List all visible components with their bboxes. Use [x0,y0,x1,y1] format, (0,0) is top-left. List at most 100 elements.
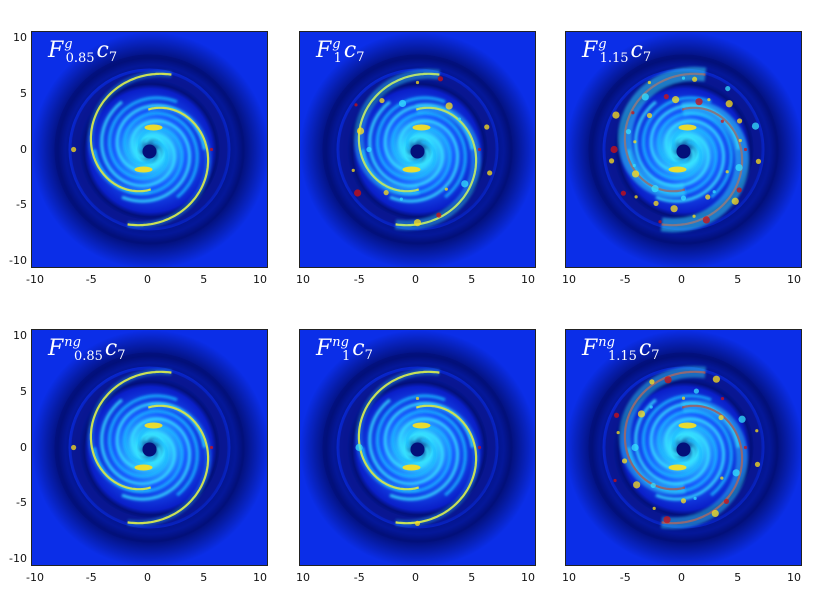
vortex-eye [410,144,425,159]
label-superscript: g [598,37,607,52]
x-tick-label: 10 [562,273,576,286]
label-factor-subscript: 7 [356,50,365,65]
label-symbol: F [48,336,64,361]
spiral-arm-glow [87,70,172,195]
instability-blobs [351,76,493,227]
label-factor: c [343,38,357,63]
heatmap-plot: Fng0.85c7 [31,329,268,566]
label-symbol: F [316,38,332,63]
label-superscript: ng [598,335,615,350]
x-tick-label: 10 [253,273,267,286]
inner-swirl [93,96,206,203]
panel-label: Fg1.15c7 [582,38,651,65]
heatmap-plot: Fng1.15c7 [565,329,802,566]
vortex-field [300,32,535,267]
x-tick-label: 5 [200,571,208,584]
x-tick-label: 5 [468,273,476,286]
heatmap-plot: Fg1.15c7 [565,31,802,268]
x-tick-label: 10 [521,273,535,286]
vortex-field [300,330,535,565]
outer-ring [322,352,513,543]
heatmap-plot: Fg1c7 [299,31,536,268]
x-tick-label: 0 [678,571,685,584]
panel-label: Fng1.15c7 [582,336,660,363]
x-tick-label: 0 [144,571,151,584]
x-tick-label: -5 [619,571,631,584]
y-tick-label: 10 [13,31,27,44]
hotspot [412,124,431,131]
label-factor: c [352,336,365,361]
y-tick-label: 5 [20,86,27,100]
hotspot [402,166,421,173]
heatmap-plot: Fng1c7 [299,329,536,566]
outer-ring [322,54,513,245]
y-tick-label: -10 [9,254,27,267]
instability-blobs [71,146,214,153]
label-factor: c [630,38,643,63]
hotspot [144,124,163,131]
heatmap-plot: Fg0.85c7 [31,31,268,268]
spiral-arm-glow [395,402,480,527]
label-factor-subscript: 7 [364,348,373,363]
x-tick-label: 5 [468,571,476,584]
vortex-eye [142,144,157,159]
label-superscript: g [332,37,341,52]
spiral-arm-glow [353,68,440,197]
y-tick-label: -10 [9,552,27,565]
instability-blobs [608,76,762,224]
y-tick-label: -5 [16,496,27,510]
y-tick-label: 10 [13,329,27,342]
x-tick-label: 0 [678,273,685,286]
x-tick-label: 5 [734,273,742,286]
panel-label: Fg1c7 [316,38,364,65]
y-tick-label: -5 [16,198,27,212]
spiral-arm-glow [355,368,440,493]
vortex-field [566,330,801,565]
x-tick-label: -5 [619,273,631,286]
x-tick-label: 10 [253,571,267,584]
label-subscript: 1.15 [607,349,637,364]
spiral-arm-glow [87,368,172,493]
panel-label: Fng0.85c7 [48,336,126,363]
instability-blobs [71,444,214,451]
hotspot [402,464,421,471]
x-tick-label: -10 [26,571,44,584]
label-factor: c [638,336,652,361]
y-tick-label: 0 [20,440,27,454]
spiral-arm-glow [617,66,707,199]
spiral-arm-glow [127,104,212,229]
outer-ring [54,352,245,543]
label-subscript: 1 [341,349,351,364]
x-tick-label: 0 [412,571,419,584]
spiral-arm-glow [127,402,212,527]
y-tick-label: 0 [20,142,27,156]
label-symbol: F [316,336,332,361]
vortex-eye [410,442,425,457]
label-superscript: ng [64,335,81,350]
label-symbol: F [582,38,598,63]
label-factor-subscript: 7 [108,50,118,65]
x-tick-label: 10 [296,273,310,286]
label-symbol: F [582,336,598,361]
panel-label: Fg0.85c7 [48,38,117,65]
outer-ring [54,54,245,245]
panel-label: Fng1c7 [316,336,373,363]
x-tick-label: -5 [85,571,97,584]
vortex-eye [676,144,691,159]
vortex-field [32,32,267,267]
vortex-eye [142,442,157,457]
outer-ring [588,54,779,245]
x-tick-label: -10 [26,273,44,286]
vortex-field [32,330,267,565]
x-tick-label: 5 [200,273,208,286]
x-tick-label: -5 [353,571,365,584]
inner-swirl [627,394,740,501]
hotspot [678,124,697,131]
hotspot [668,166,687,173]
label-superscript: ng [332,335,349,350]
spiral-arm-glow [619,366,707,495]
hotspot [134,464,153,471]
x-tick-label: 0 [412,273,419,286]
x-tick-label: 10 [787,571,801,584]
label-superscript: g [64,37,73,52]
